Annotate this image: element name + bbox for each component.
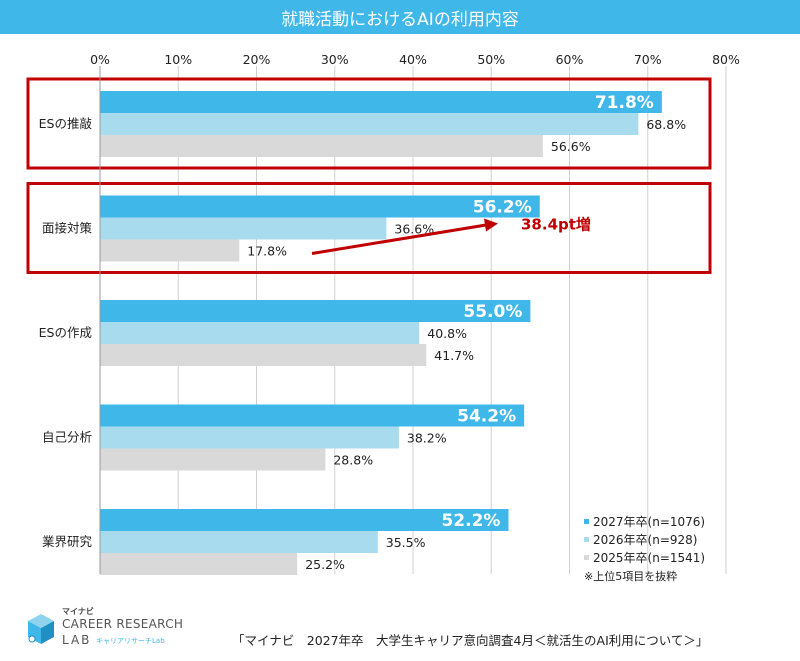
bar-chart: 0% 10% 20% 30% 40% 50% 60% 70% 80% ESの推敲 71.8% 68.8… [26,52,740,575]
legend-label-2027: 2027年卒(n=1076) [593,514,706,529]
legend-swatch-2025 [584,554,589,560]
x-tick-label: 0% [90,52,110,67]
bar [100,448,326,471]
x-tick-label: 10% [164,52,192,67]
x-tick-label: 60% [556,52,584,67]
legend-swatch-2027 [584,518,589,524]
x-tick-label: 40% [399,52,427,67]
x-tick-label: 30% [321,52,349,67]
bar [100,195,540,218]
bar [100,113,639,135]
bar [100,217,387,240]
chart-title: 就職活動におけるAIの利用内容 [0,0,800,34]
data-label: 68.8% [646,117,686,132]
cube-logo-icon [28,614,54,644]
bar [100,344,427,366]
category-label: ESの作成 [39,325,92,340]
data-label: 25.2% [305,557,345,572]
data-label: 40.8% [427,326,467,341]
annotation-label: 38.4pt増 [521,216,591,234]
legend: 2027年卒(n=1076) 2026年卒(n=928) 2025年卒(n=15… [584,512,705,584]
data-label: 56.2% [473,198,532,218]
category-label: 面接対策 [42,221,93,236]
bar [100,553,298,575]
x-tick-label: 70% [634,52,662,67]
x-tick-label: 20% [243,52,271,67]
legend-label-2025: 2025年卒(n=1541) [593,550,706,565]
data-label: 56.6% [551,139,591,154]
data-label: 35.5% [386,535,426,550]
data-label: 54.2% [457,407,516,427]
highlight-box [26,182,712,274]
increase-arrow-head [484,218,498,232]
category-label: 業界研究 [42,534,93,549]
data-label: 17.8% [247,244,287,259]
category-label: 自己分析 [42,430,92,445]
legend-item-2027: 2027年卒(n=1076) [584,512,705,530]
bar [100,239,240,262]
category-label: ESの推敲 [39,116,93,131]
bar [100,300,531,322]
bar [100,404,525,427]
legend-note: ※上位5項目を抜粋 [584,570,678,583]
bar [100,135,543,157]
bar [100,91,662,113]
logo-lab-text: LAB [62,633,92,647]
data-label: 71.8% [595,93,654,113]
data-label: 55.0% [463,302,522,322]
logo-sub-text: キャリアリサーチLab [96,637,165,645]
data-label: 41.7% [434,348,474,363]
data-label: 52.2% [441,511,500,531]
bar [100,426,399,449]
legend-item-2026: 2026年卒(n=928) [584,530,705,548]
source-citation: 「マイナビ 2027年卒 大学生キャリア意向調査4月＜就活生のAI利用について＞… [232,633,709,648]
bar [100,322,420,344]
logo-mynavi-text: マイナビ [62,607,94,616]
highlight-box [26,77,712,170]
legend-swatch-2026 [584,536,589,542]
bar [100,509,509,531]
legend-label-2026: 2026年卒(n=928) [593,532,698,547]
data-label: 28.8% [333,453,373,468]
career-research-lab-logo: マイナビ CAREER RESEARCH LAB キャリアリサーチLab [26,606,186,654]
x-tick-label: 80% [712,52,740,67]
x-tick-label: 50% [477,52,505,67]
data-label: 38.2% [407,431,447,446]
legend-item-2025: 2025年卒(n=1541) [584,548,705,566]
increase-arrow-line [311,223,487,255]
logo-career-research-text: CAREER RESEARCH [62,617,184,631]
bar [100,531,378,553]
data-label: 36.6% [394,222,434,237]
